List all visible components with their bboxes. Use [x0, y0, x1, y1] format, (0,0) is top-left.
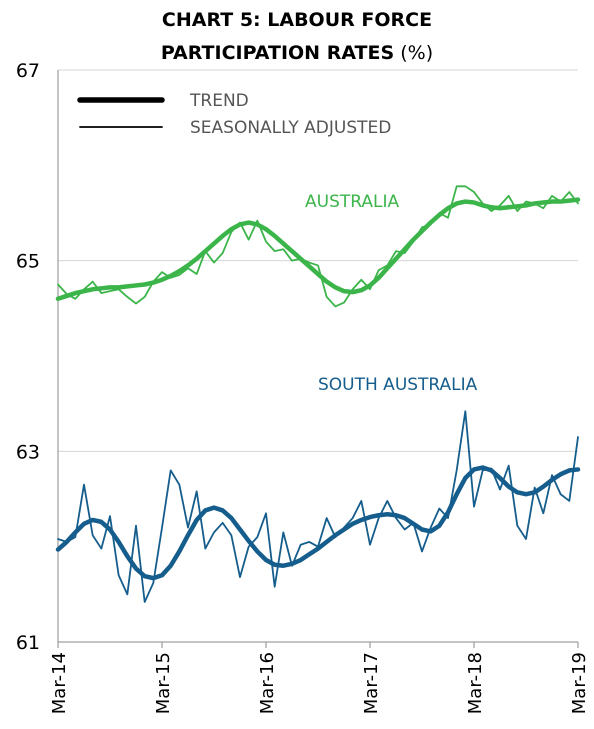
y-tick-label: 65 [16, 251, 40, 273]
x-tick-label: Mar-18 [465, 652, 486, 714]
region-label: SOUTH AUSTRALIA [318, 375, 478, 395]
trend-line [55, 465, 581, 581]
y-tick-label: 63 [16, 441, 40, 463]
trend-line [55, 197, 581, 302]
x-tick-label: Mar-16 [257, 652, 278, 714]
chart-heading: CHART 5: LABOUR FORCE PARTICIPATION RATE… [137, 4, 457, 70]
x-tick-label: Mar-17 [361, 652, 382, 714]
y-tick-label: 67 [16, 60, 40, 82]
seasonally-adjusted-line [57, 410, 579, 603]
chart-unit: (%) [400, 42, 434, 64]
x-tick-label: Mar-15 [153, 652, 174, 714]
x-tick-label: Mar-14 [49, 652, 70, 714]
chart-title: CHART 5: LABOUR FORCE PARTICIPATION RATE… [160, 9, 433, 64]
x-tick-label: Mar-19 [569, 652, 590, 714]
legend-label: TREND [189, 91, 249, 111]
seasonally-adjusted-line [57, 185, 579, 308]
region-label: AUSTRALIA [305, 192, 399, 212]
legend-label: SEASONALLY ADJUSTED [190, 118, 391, 138]
y-tick-label: 61 [16, 632, 40, 654]
